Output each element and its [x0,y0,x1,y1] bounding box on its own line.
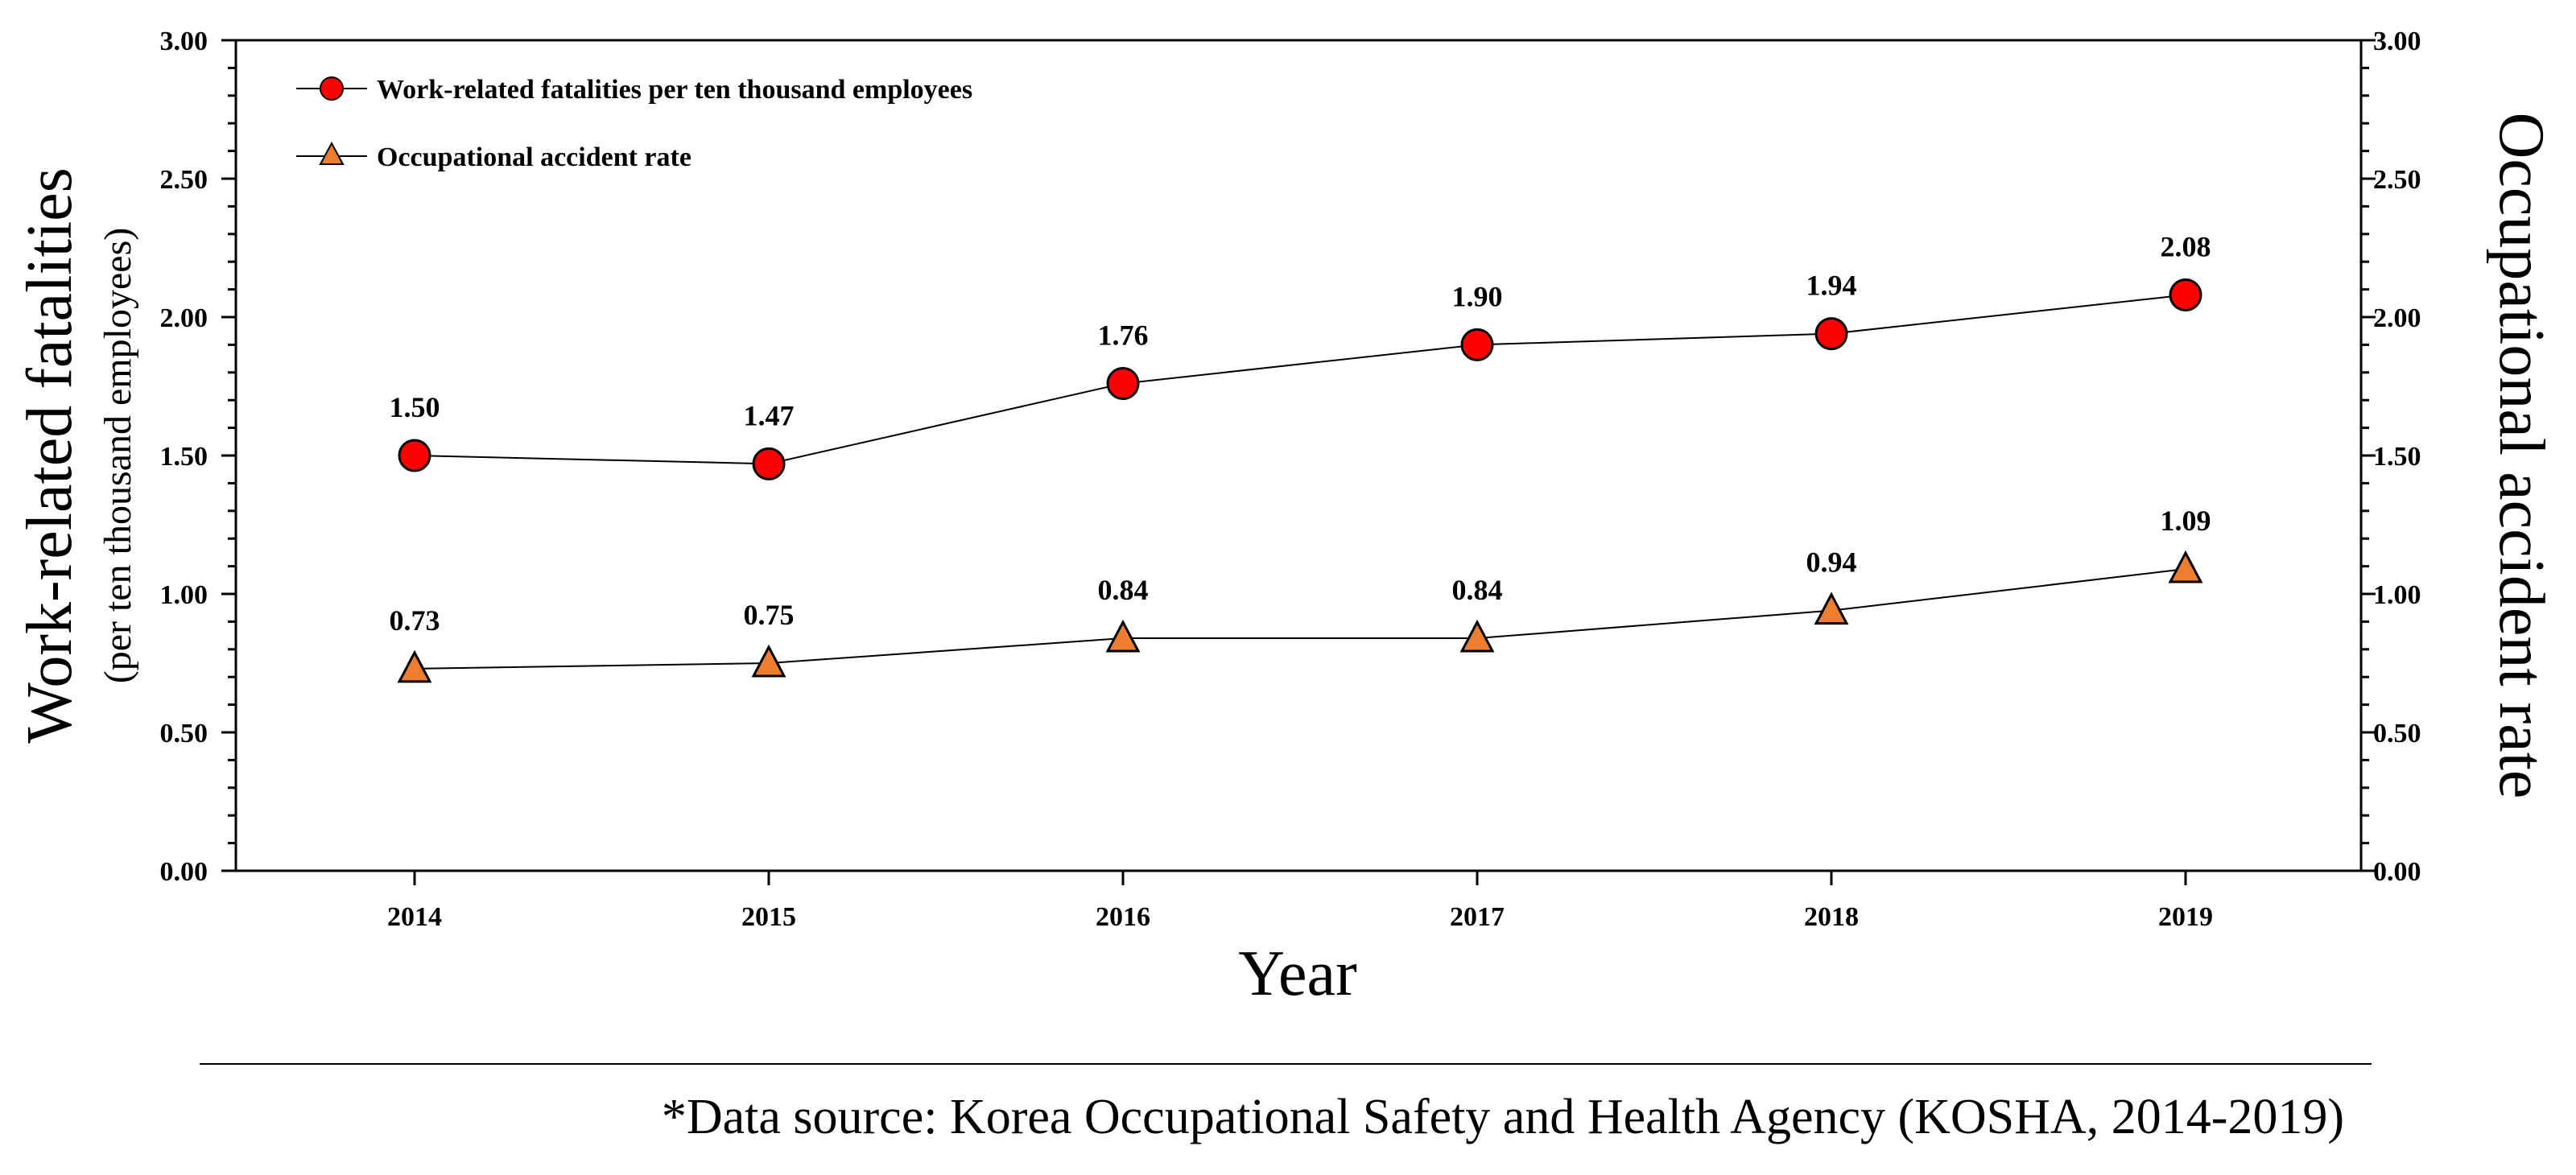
y-tick-label: 1.00 [160,580,208,610]
y2-axis-title: Occupational accident rate [2486,113,2557,799]
data-label-accident-rate: 0.84 [1098,574,1149,606]
data-point-fatalities [1460,328,1494,361]
series-line-fatalities [414,294,2186,465]
y-axis-title: Work-related fatalities [14,167,85,743]
series-line-accident-rate [414,568,2186,670]
x-tick-label: 2014 [387,902,442,932]
y2-tick-label: 2.00 [2373,303,2421,333]
y2-tick-label: 0.00 [2373,857,2421,887]
y2-tick-label: 1.50 [2373,442,2421,472]
legend-marker-accident-rate [319,141,345,165]
y2-tick-label: 1.00 [2373,580,2421,610]
data-point-accident-rate [397,649,432,683]
data-point-fatalities [1106,367,1140,401]
y2-tick-label: 2.50 [2373,165,2421,195]
legend: Work-related fatalities per ten thousand… [296,75,972,172]
legend-label-fatalities: Work-related fatalities per ten thousand… [377,75,972,105]
data-label-accident-rate: 0.94 [1806,546,1857,579]
y-tick-label: 0.50 [160,719,208,748]
y-tick-label: 0.00 [160,857,208,887]
y-axis-left: 0.00 0.50 1.00 1.50 2.00 2.50 3.00 [160,27,236,887]
y-axis-right: 0.00 0.50 1.00 1.50 2.00 2.50 3.00 [2361,27,2421,887]
data-label-accident-rate: 0.75 [744,599,795,631]
legend-label-accident-rate: Occupational accident rate [377,142,691,172]
data-label-fatalities: 1.94 [1806,270,1857,302]
data-point-accident-rate [751,644,786,678]
x-axis: 2014 2015 2016 2017 2018 2019 [387,871,2213,932]
data-label-accident-rate: 1.09 [2161,505,2211,537]
legend-marker-fatalities [320,76,344,101]
x-axis-title: Year [1238,938,1356,1009]
data-label-accident-rate: 0.84 [1452,574,1503,606]
data-point-accident-rate [1459,619,1495,653]
data-label-fatalities: 1.90 [1452,280,1503,312]
x-tick-label: 2015 [741,902,796,932]
data-source-note: *Data source: Korea Occupational Safety … [662,1090,2344,1144]
x-tick-label: 2018 [1804,902,1859,932]
data-point-fatalities [398,439,431,472]
data-point-fatalities [752,447,786,480]
data-label-fatalities: 2.08 [2161,230,2211,262]
y2-tick-label: 3.00 [2373,27,2421,56]
data-label-accident-rate: 0.73 [390,604,440,637]
data-label-fatalities: 1.50 [390,391,440,423]
y-tick-label: 1.50 [160,442,208,472]
y-tick-label: 2.50 [160,165,208,195]
data-point-fatalities [1814,317,1848,351]
x-tick-label: 2017 [1450,902,1505,932]
data-point-fatalities [2169,278,2202,311]
y-tick-label: 2.00 [160,303,208,333]
y-tick-label: 3.00 [160,27,208,56]
x-tick-label: 2019 [2158,902,2213,932]
data-point-accident-rate [1814,592,1849,625]
series-layer: 1.50 1.47 1.76 1.90 1.94 2.08 0.73 0.75 0.84 0.84… [390,230,2211,683]
data-point-accident-rate [2168,550,2203,583]
y-axis-subtitle: (per ten thousand employees) [97,228,139,683]
data-point-accident-rate [1105,619,1141,653]
y2-tick-label: 0.50 [2373,719,2421,748]
data-label-fatalities: 1.76 [1098,320,1149,352]
data-label-fatalities: 1.47 [744,399,795,431]
x-tick-label: 2016 [1096,902,1150,932]
